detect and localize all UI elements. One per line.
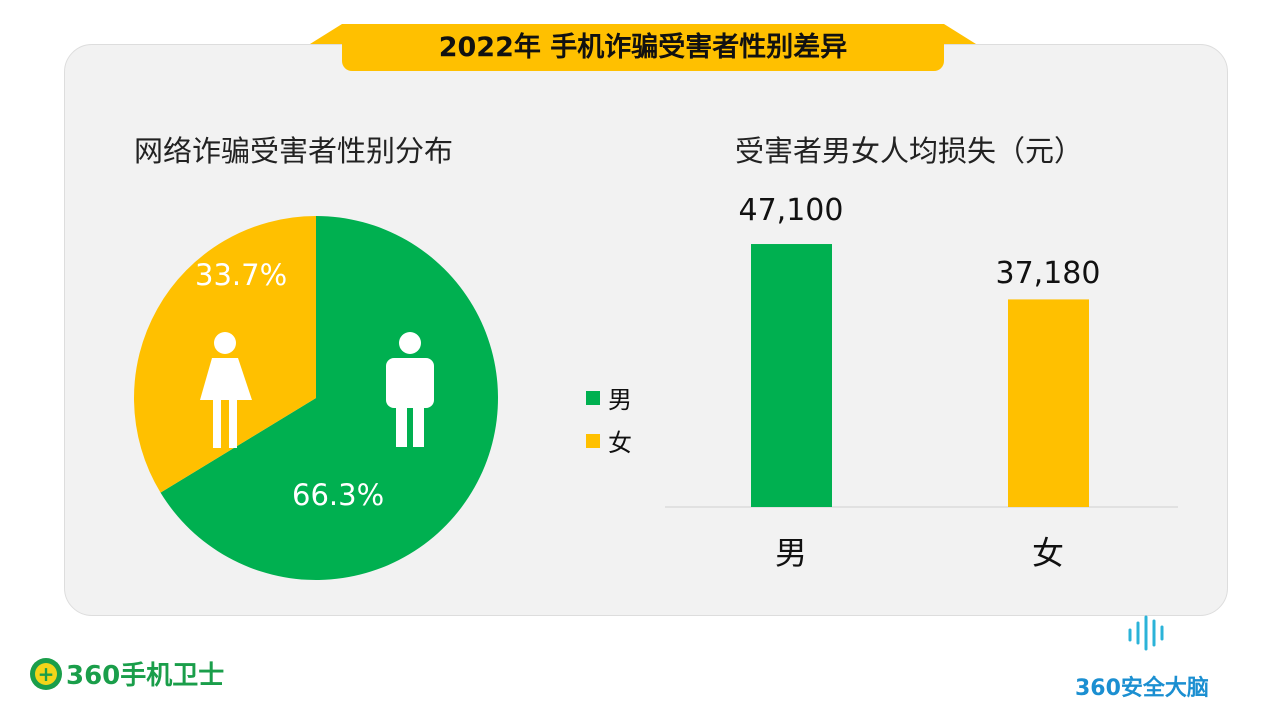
pie-title: 网络诈骗受害者性别分布	[134, 134, 454, 168]
pie-label-male: 66.3%	[292, 478, 385, 512]
page-title: 2022年 手机诈骗受害者性别差异	[342, 24, 944, 71]
legend-label: 男	[608, 386, 632, 414]
pie-slice-male	[160, 216, 499, 580]
legend-swatch	[586, 433, 600, 448]
legend-item-female: 女	[586, 423, 632, 458]
bar-value-label-female: 37,180	[995, 256, 1101, 291]
male-figure-icon	[386, 332, 434, 447]
bar-title: 受害者男女人均损失（元）	[735, 134, 1084, 168]
pie-slice-female	[134, 216, 316, 493]
female-figure-icon	[200, 332, 252, 448]
legend-item-male: 男	[586, 380, 632, 415]
bar-male	[751, 244, 832, 507]
pie-label-female: 33.7%	[195, 258, 288, 292]
bar-female	[1008, 299, 1089, 507]
logo-360-security-brain: 360安全大脑	[1075, 615, 1209, 701]
logo-360-mobile-guard: +360手机卫士	[30, 655, 224, 692]
bar-value-label-male: 47,100	[738, 193, 844, 228]
legend-label: 女	[608, 429, 632, 457]
legend-swatch	[586, 390, 600, 405]
x-tick-female: 女	[1031, 534, 1064, 572]
x-tick-male: 男	[774, 534, 807, 572]
